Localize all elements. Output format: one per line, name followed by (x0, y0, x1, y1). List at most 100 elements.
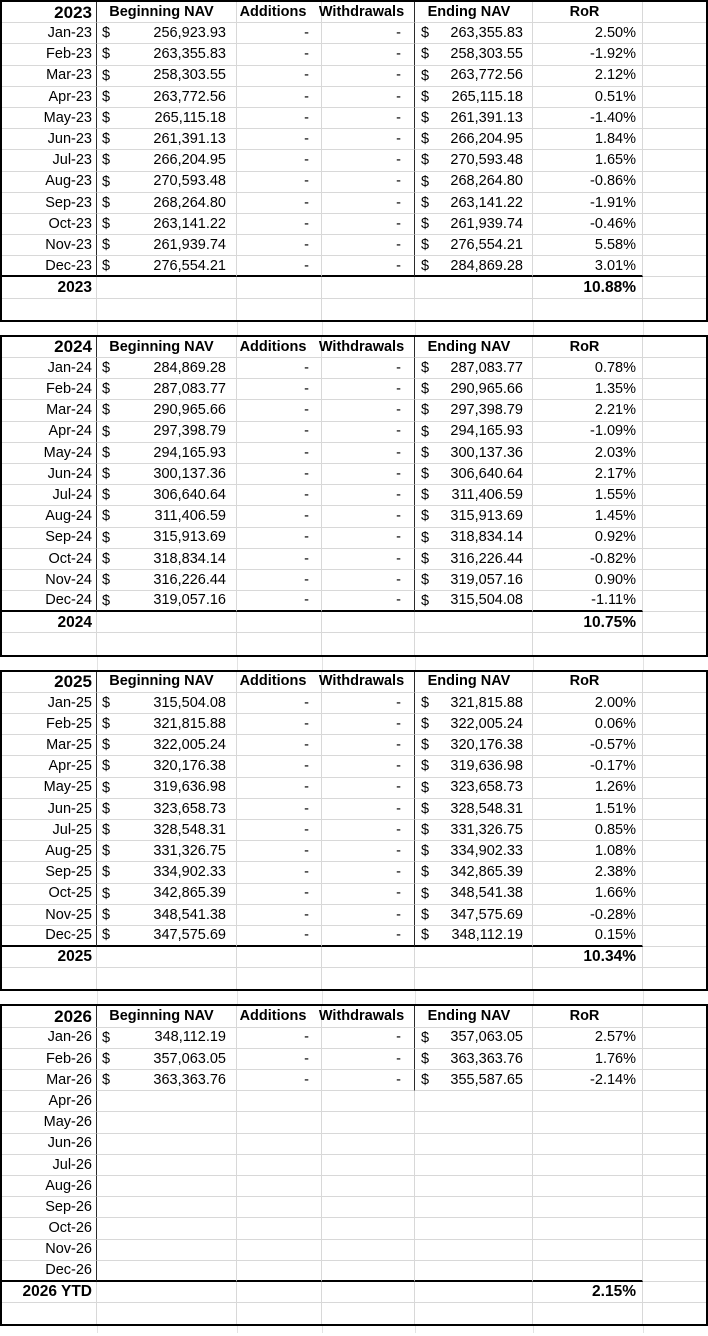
ror-cell: 2.00% (533, 692, 643, 714)
month-cell (2, 633, 97, 655)
month-cell: 2024 (2, 612, 97, 634)
ror-cell: 1.55% (533, 485, 643, 507)
additions-value: - (304, 194, 309, 211)
withdrawals-cell: - (322, 65, 415, 87)
ending-nav-cell: $331,326.75 (415, 819, 533, 842)
withdrawals-value: - (396, 885, 401, 902)
month-cell: Jan-23 (2, 23, 97, 45)
table-row: Jul-26 (2, 1154, 706, 1176)
ending-nav-cell: $321,815.88 (415, 692, 533, 714)
dollar-sign: $ (421, 257, 430, 274)
additions-cell: - (237, 798, 322, 820)
withdrawals-value: - (396, 864, 401, 881)
gridline-stub (97, 656, 98, 670)
ending-nav-value: 321,815.88 (450, 694, 523, 711)
gridline-stub (643, 991, 644, 1005)
beginning-nav-cell: $348,541.38 (97, 904, 237, 926)
ending-nav-cell (415, 1197, 533, 1219)
additions-value: - (304, 444, 309, 461)
month-label: Apr-23 (48, 88, 92, 105)
month-label: Feb-24 (46, 381, 92, 398)
additions-value: - (304, 152, 309, 169)
month-cell: Aug-26 (2, 1175, 97, 1198)
ending-nav-cell: $311,406.59 (415, 485, 533, 507)
additions-value: - (304, 550, 309, 567)
ending-nav-value: 311,406.59 (451, 486, 524, 503)
ending-nav-value: 347,575.69 (450, 906, 523, 923)
ror-cell: 5.58% (533, 235, 643, 257)
additions-cell (237, 1303, 322, 1325)
ror-header: RoR (533, 671, 643, 693)
gridline-stub (415, 321, 416, 335)
dollar-sign: $ (421, 508, 430, 525)
month-label: Nov-23 (45, 236, 92, 253)
withdrawals-cell: - (322, 358, 415, 380)
beginning-nav-cell: $263,355.83 (97, 44, 237, 66)
year-total-row: 2025 10.34% (2, 947, 706, 969)
withdrawals-value: - (396, 800, 401, 817)
month-label: Aug-25 (45, 842, 92, 859)
table-gap (0, 656, 708, 670)
withdrawals-cell: - (322, 107, 415, 130)
beginning-nav-cell: $263,141.22 (97, 213, 237, 236)
additions-cell: - (237, 192, 322, 214)
gridline-stub (415, 656, 416, 670)
additions-value: - (304, 486, 309, 503)
spacer-cell (643, 820, 706, 842)
year-nav-table: 2024 Beginning NAV Additions Withdrawals… (0, 334, 708, 657)
ending-nav-cell: $315,913.69 (415, 506, 533, 528)
dollar-sign: $ (102, 906, 111, 923)
spacer-cell (643, 1070, 706, 1092)
withdrawals-value: - (396, 194, 401, 211)
month-cell: Jan-25 (2, 692, 97, 714)
dollar-sign: $ (102, 779, 111, 796)
dollar-sign: $ (102, 444, 111, 461)
ending-nav-cell: $319,636.98 (415, 756, 533, 778)
month-cell: Sep-26 (2, 1197, 97, 1219)
beginning-nav-cell: $319,636.98 (97, 777, 237, 799)
beginning-nav-cell: $334,902.33 (97, 862, 237, 884)
ror-value: 0.90% (594, 571, 636, 588)
year-label: 2024 (54, 337, 92, 357)
beginning-nav-value: 322,005.24 (153, 737, 226, 754)
month-label: Aug-24 (45, 508, 92, 525)
table-row: Feb-23 $263,355.83 - - $258,303.55 -1.92… (2, 44, 706, 66)
withdrawals-value: - (396, 381, 401, 398)
withdrawals-cell: - (322, 527, 415, 549)
additions-value: - (304, 592, 309, 609)
withdrawals-cell (322, 1281, 415, 1304)
withdrawals-cell: - (322, 485, 415, 507)
beginning-nav-cell (97, 1218, 237, 1240)
beginning-nav-cell: $318,834.14 (97, 548, 237, 570)
ror-value: 0.92% (594, 529, 636, 546)
spacer-cell (643, 862, 706, 884)
dollar-sign: $ (421, 592, 430, 609)
beginning-nav-cell (97, 1133, 237, 1155)
ending-nav-value: 319,057.16 (450, 571, 523, 588)
month-cell: 2025 (2, 947, 97, 969)
ror-value: 1.55% (594, 486, 636, 503)
additions-value: - (304, 465, 309, 482)
ror-value: 1.66% (594, 885, 636, 902)
ror-cell: 10.88% (533, 277, 643, 299)
withdrawals-cell: - (322, 463, 415, 486)
beginning-nav-cell: $297,398.79 (97, 421, 237, 443)
withdrawals-cell (322, 277, 415, 299)
beginning-nav-value: 270,593.48 (153, 173, 226, 190)
month-label: Jul-23 (52, 152, 93, 169)
ending-nav-header: Ending NAV (415, 1006, 533, 1028)
withdrawals-cell: - (322, 400, 415, 422)
ending-nav-cell (415, 968, 533, 990)
spacer-cell (643, 443, 706, 464)
month-cell: Mar-26 (2, 1070, 97, 1092)
withdrawals-value: - (396, 109, 401, 126)
beginning-nav-value: 300,137.36 (153, 465, 226, 482)
ror-value: 1.26% (594, 779, 636, 796)
year-total-row: 2026 YTD 2.15% (2, 1281, 706, 1304)
ror-value: 2.57% (594, 1029, 636, 1046)
month-cell: Jun-26 (2, 1133, 97, 1155)
ror-value: 0.85% (594, 821, 636, 838)
additions-header: Additions (237, 336, 322, 358)
dollar-sign: $ (421, 423, 430, 440)
month-label: Jun-23 (47, 130, 92, 147)
